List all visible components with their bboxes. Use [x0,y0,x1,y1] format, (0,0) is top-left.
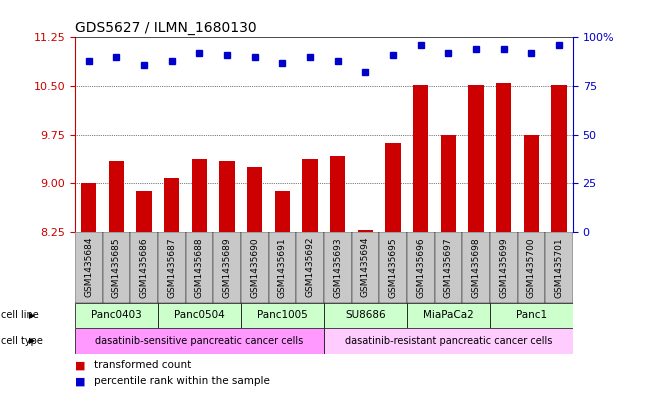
Bar [186,232,213,303]
Bar [109,161,124,232]
Text: GSM1435688: GSM1435688 [195,237,204,298]
Bar [137,191,152,232]
Bar [75,303,158,328]
Bar [379,232,407,303]
Bar [192,159,207,232]
Text: GSM1435690: GSM1435690 [250,237,259,298]
Text: cell line: cell line [1,310,39,320]
Bar [358,230,373,232]
Bar [524,135,539,232]
Text: GSM1435687: GSM1435687 [167,237,176,298]
Text: GSM1435692: GSM1435692 [305,237,314,298]
Bar [352,232,379,303]
Bar [496,83,511,232]
Bar [407,303,490,328]
Bar [462,232,490,303]
Bar [385,143,400,232]
Text: GSM1435691: GSM1435691 [278,237,287,298]
Bar [75,328,324,354]
Text: ▶: ▶ [29,336,36,345]
Bar [469,84,484,232]
Text: GSM1435696: GSM1435696 [416,237,425,298]
Bar [268,232,296,303]
Text: GDS5627 / ILMN_1680130: GDS5627 / ILMN_1680130 [75,21,256,35]
Text: GSM1435695: GSM1435695 [389,237,398,298]
Text: GSM1435701: GSM1435701 [555,237,564,298]
Bar [75,232,103,303]
Text: GSM1435693: GSM1435693 [333,237,342,298]
Bar [324,303,407,328]
Bar [296,232,324,303]
Text: ■: ■ [75,376,85,386]
Text: percentile rank within the sample: percentile rank within the sample [94,376,270,386]
Bar [324,232,352,303]
Text: GSM1435697: GSM1435697 [444,237,453,298]
Bar [490,232,518,303]
Bar [435,232,462,303]
Text: ▶: ▶ [29,311,36,320]
Bar [213,232,241,303]
Text: GSM1435686: GSM1435686 [139,237,148,298]
Bar [164,178,179,232]
Bar [103,232,130,303]
Bar [219,161,234,232]
Bar [130,232,158,303]
Text: GSM1435700: GSM1435700 [527,237,536,298]
Text: transformed count: transformed count [94,360,191,371]
Text: Panc1: Panc1 [516,310,547,320]
Bar [490,303,573,328]
Bar [413,84,428,232]
Text: Panc1005: Panc1005 [257,310,308,320]
Text: GSM1435699: GSM1435699 [499,237,508,298]
Bar [545,232,573,303]
Bar [303,159,318,232]
Text: Panc0504: Panc0504 [174,310,225,320]
Bar [275,191,290,232]
Text: cell type: cell type [1,336,43,346]
Bar [241,232,269,303]
Bar [407,232,435,303]
Bar [158,303,241,328]
Text: GSM1435698: GSM1435698 [471,237,480,298]
Text: GSM1435684: GSM1435684 [84,237,93,298]
Text: ■: ■ [75,360,85,371]
Bar [330,156,345,232]
Text: GSM1435694: GSM1435694 [361,237,370,298]
Bar [518,232,545,303]
Text: MiaPaCa2: MiaPaCa2 [423,310,474,320]
Text: GSM1435685: GSM1435685 [112,237,121,298]
Bar [441,135,456,232]
Text: dasatinib-resistant pancreatic cancer cells: dasatinib-resistant pancreatic cancer ce… [344,336,552,346]
Bar [158,232,186,303]
Text: dasatinib-sensitive pancreatic cancer cells: dasatinib-sensitive pancreatic cancer ce… [95,336,303,346]
Bar [241,303,324,328]
Bar [551,84,566,232]
Text: Panc0403: Panc0403 [91,310,142,320]
Bar [324,328,573,354]
Text: SU8686: SU8686 [345,310,385,320]
Bar [81,183,96,232]
Bar [247,167,262,232]
Text: GSM1435689: GSM1435689 [223,237,232,298]
